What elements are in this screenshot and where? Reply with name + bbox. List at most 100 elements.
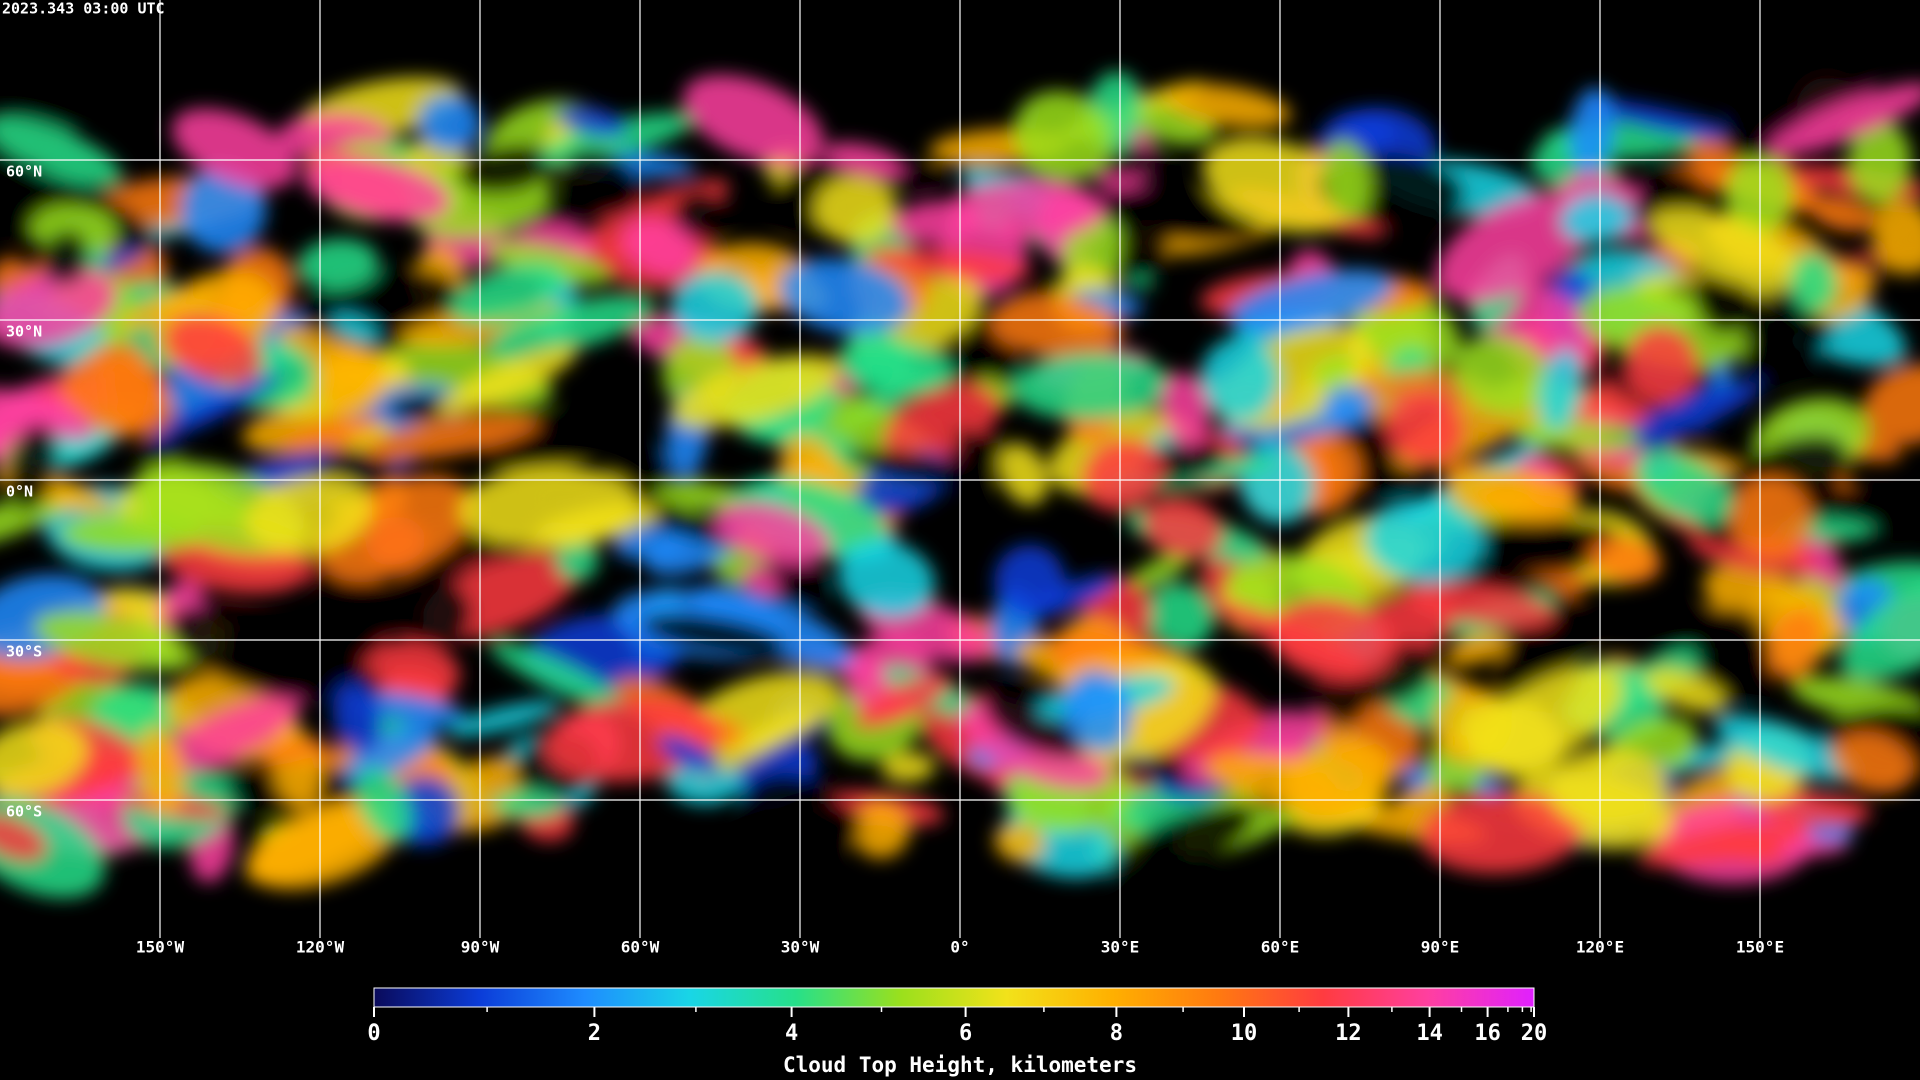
longitude-label: 30°E xyxy=(1101,938,1140,957)
cloud-patch xyxy=(994,822,1046,863)
cloud-patch xyxy=(658,734,722,776)
cloud-patch xyxy=(1472,665,1624,772)
cloud-patch xyxy=(1012,91,1112,182)
cloud-patch xyxy=(988,294,1124,358)
cloud-patch xyxy=(1202,136,1352,234)
cloud-patch xyxy=(180,165,267,254)
cloud-patch xyxy=(1638,821,1808,868)
cloud-patch xyxy=(491,790,564,820)
cloud-patch xyxy=(998,442,1049,506)
cloud-patch xyxy=(1548,747,1669,829)
timestamp: 2023.343 03:00 UTC xyxy=(2,0,165,18)
cloud-patch xyxy=(653,482,747,511)
cloud-patch xyxy=(1767,82,1920,156)
cloud-patch xyxy=(437,345,578,415)
longitude-label: 30°W xyxy=(781,938,820,957)
cloud-patch xyxy=(1693,607,1771,693)
colorbar-tick-label: 0 xyxy=(367,1021,380,1046)
colorbar-tick-label: 12 xyxy=(1335,1021,1362,1046)
longitude-label: 150°E xyxy=(1736,938,1784,957)
cloud-patch xyxy=(1012,352,1171,421)
cloud-patch xyxy=(118,283,216,331)
cloud-patch xyxy=(171,108,298,189)
cloud-patch xyxy=(1757,792,1872,827)
cloud-patch xyxy=(1435,191,1596,302)
colorbar-tick-label: 4 xyxy=(785,1021,798,1046)
cloud-patch xyxy=(0,116,122,187)
cloud-patch xyxy=(136,726,186,815)
cloud-patch xyxy=(1623,325,1699,405)
cloud-patch xyxy=(1713,713,1857,781)
cloud-patch xyxy=(778,258,912,335)
cloud-patch xyxy=(1127,553,1190,591)
cloud-patch xyxy=(1559,194,1633,245)
cloud-patch xyxy=(1538,348,1583,431)
longitude-label: 60°W xyxy=(621,938,660,957)
cloud-patch xyxy=(1445,466,1580,524)
cloud-patch xyxy=(417,93,481,153)
cloud-patch xyxy=(1589,535,1662,584)
longitude-label: 90°E xyxy=(1421,938,1460,957)
cloud-patch xyxy=(40,230,90,285)
cloud-patch xyxy=(348,691,466,725)
cloud-patch xyxy=(0,268,117,349)
cloud-patch xyxy=(33,610,197,672)
cloud-patch xyxy=(86,341,143,375)
cloud-patch xyxy=(1768,608,1824,682)
latitude-label: 60°N xyxy=(6,163,42,181)
cloud-patch xyxy=(1511,420,1641,452)
cloud-patch xyxy=(837,540,936,619)
graticule xyxy=(0,0,1920,938)
cloud-patch xyxy=(670,271,759,343)
cloud-patch xyxy=(1107,804,1256,885)
cloud-patch xyxy=(0,720,87,796)
cloud-patch xyxy=(1729,477,1812,561)
cloud-patch xyxy=(559,148,642,217)
cloud-patch xyxy=(1650,207,1808,291)
cloud-patch xyxy=(1633,449,1733,525)
colorbar-tick-label: 14 xyxy=(1416,1021,1443,1046)
cloud-patch xyxy=(714,501,831,566)
cloud-patch xyxy=(555,105,628,138)
longitude-label: 150°W xyxy=(136,938,185,957)
cloud-patch xyxy=(254,737,325,766)
cloud-patch xyxy=(388,393,459,422)
cloud-patch xyxy=(279,416,383,452)
latitude-label: 30°N xyxy=(6,323,42,341)
cloud-imagery xyxy=(0,65,1920,899)
cloud-patch xyxy=(303,155,451,222)
cloud-patch xyxy=(554,536,599,582)
cloud-patch xyxy=(446,700,560,737)
cloud-patch xyxy=(949,179,1106,239)
cloud-patch xyxy=(1163,83,1292,129)
cloud-patch xyxy=(365,412,539,461)
cloud-patch xyxy=(691,585,854,669)
colorbar-tick-label: 10 xyxy=(1231,1021,1258,1046)
cloud-patch xyxy=(1610,381,1762,452)
cloud-patch xyxy=(672,188,728,240)
colorbar: 0 2 4 6 8 10 12 14 16 20 xyxy=(367,987,1547,1046)
cloud-patch xyxy=(6,423,59,512)
cloud-patch xyxy=(891,200,981,244)
colorbar-tick-label: 16 xyxy=(1474,1021,1501,1046)
cloud-patch xyxy=(1479,516,1610,575)
longitude-label: 120°E xyxy=(1576,938,1624,957)
cloud-patch xyxy=(344,720,440,784)
colorbar-scale xyxy=(373,987,1535,1008)
cloud-patch xyxy=(456,144,560,194)
cloud-patch xyxy=(854,673,951,730)
cloud-patch xyxy=(1081,437,1164,512)
cloud-patch xyxy=(1724,153,1794,236)
latitude-label: 0°N xyxy=(6,483,33,501)
cloud-patch xyxy=(881,752,936,783)
cloud-patch xyxy=(1790,251,1838,313)
longitude-label: 90°W xyxy=(461,938,500,957)
cloud-patch xyxy=(1743,312,1830,380)
cloud-patch xyxy=(1582,98,1747,143)
cloud-patch xyxy=(0,813,47,862)
cloud-patch xyxy=(168,604,335,700)
cloud-patch xyxy=(16,394,94,441)
cloud-patch xyxy=(164,314,263,386)
cloud-patch xyxy=(1200,337,1280,422)
